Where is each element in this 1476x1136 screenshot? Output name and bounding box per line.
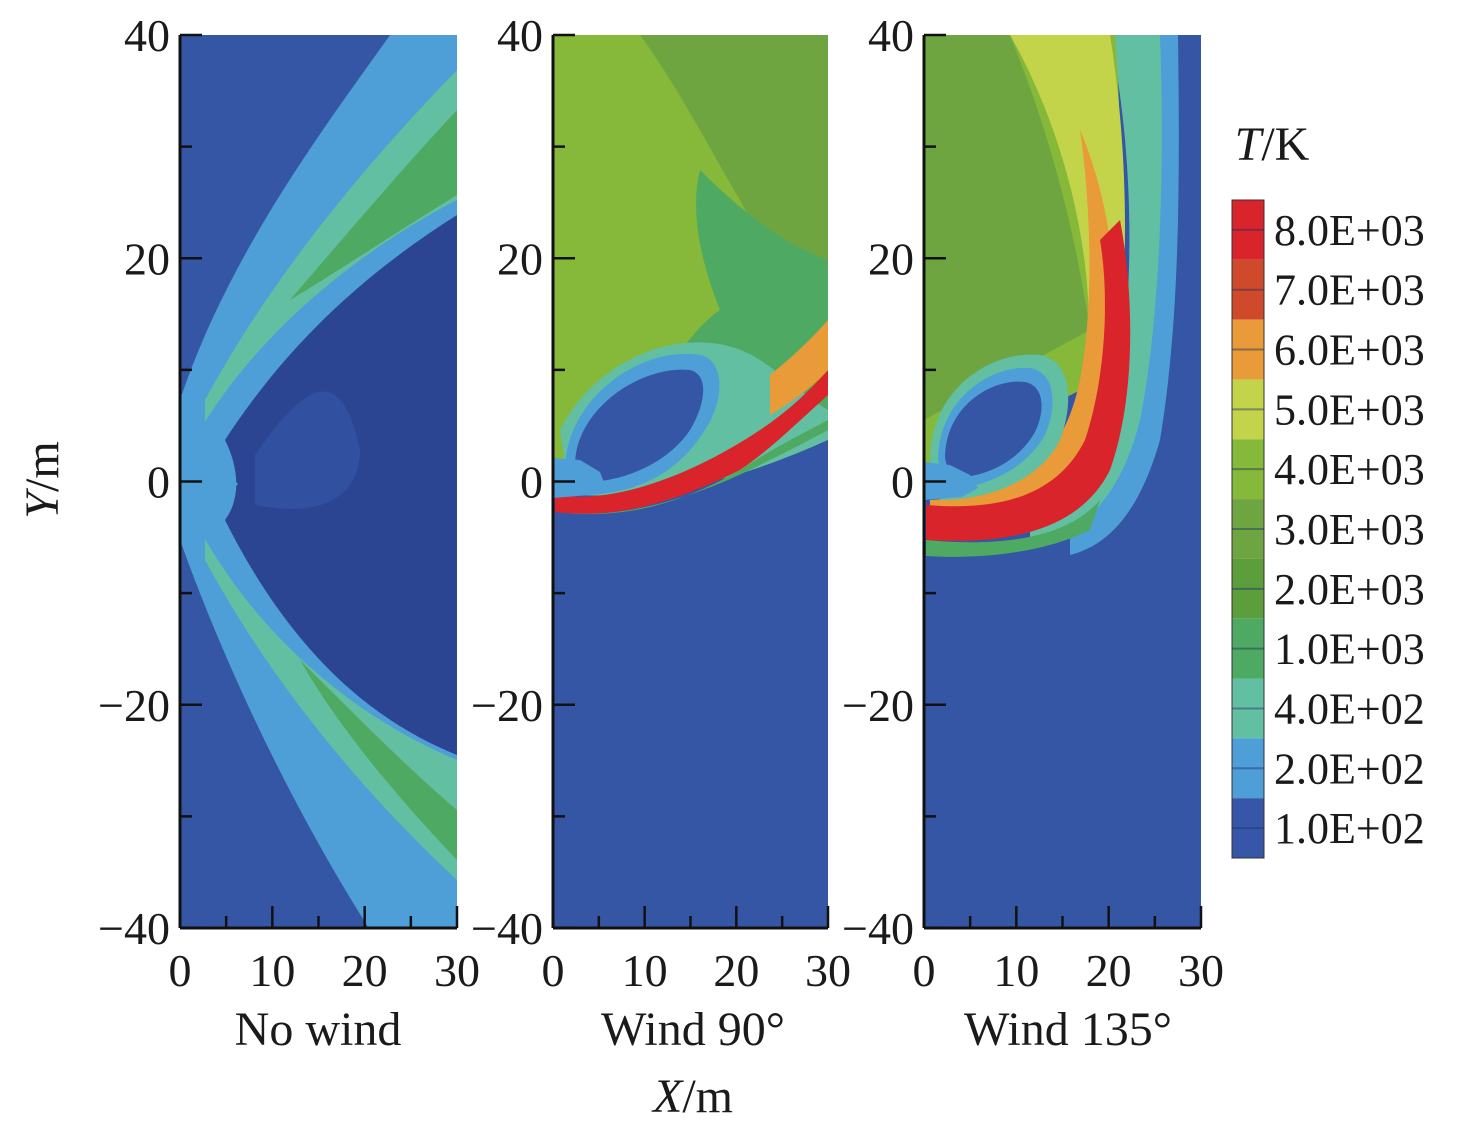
panel-no-wind: [180, 35, 457, 928]
colorbar-swatch: [1232, 499, 1264, 559]
panel3-red-plume: [926, 220, 1131, 541]
panel3-source-notch: [924, 462, 978, 500]
panel2-y-tick-label: 40: [497, 10, 543, 61]
panel3-x-tick-label: 20: [1086, 945, 1132, 996]
panel1-green-band-lower: [300, 660, 457, 860]
panel2-y-tick-label: 20: [497, 233, 543, 284]
panel1-x-tick-label: 0: [169, 945, 192, 996]
panel-label-no-wind: No wind: [235, 1003, 402, 1056]
panel3-y-tick-label: 0: [891, 457, 914, 508]
colorbar-label: 1.0E+03: [1274, 625, 1425, 674]
colorbar-swatch: [1232, 439, 1264, 500]
colorbar-swatch: [1232, 259, 1264, 320]
panel2-source-notch: [553, 458, 605, 498]
panel3-x-tick-label: 30: [1178, 945, 1224, 996]
panel1-source-notch: [180, 455, 238, 510]
panel-wind-135: [924, 35, 1201, 928]
panel2-x-tick-label: 0: [542, 945, 565, 996]
colorbar-title-var: T: [1235, 118, 1265, 171]
panel2-y-tick-label: −40: [471, 903, 543, 954]
panel2-x-tick-label: 20: [713, 945, 759, 996]
colorbar-title: T/K: [1235, 118, 1310, 171]
panel2-x-tick-label: 30: [805, 945, 851, 996]
x-axis-title-unit: /m: [682, 1070, 733, 1123]
colorbar-swatch: [1232, 738, 1264, 799]
panel2-red-plume: [555, 370, 828, 514]
panel-label-wind-135: Wind 135°: [964, 1003, 1172, 1056]
colorbar-label: 6.0E+03: [1274, 326, 1425, 375]
x-axis-title-var: X: [651, 1070, 684, 1123]
panel3-y-tick-label: −40: [842, 903, 914, 954]
panel1-y-tick-label: 0: [147, 457, 170, 508]
y-axis-title-unit: /m: [16, 441, 69, 492]
colorbar: 8.0E+03 7.0E+03 6.0E+03 5.0E+03 4.0E+03 3.0E+…: [1231, 199, 1425, 859]
panel1-y-tick-label: −40: [98, 903, 170, 954]
colorbar-label: 8.0E+03: [1274, 206, 1425, 255]
colorbar-label: 5.0E+03: [1274, 385, 1425, 434]
panel2-y-tick-label: 0: [520, 457, 543, 508]
colorbar-label: 4.0E+02: [1274, 684, 1425, 733]
panel3-x-tick-label: 10: [993, 945, 1039, 996]
panel-wind-90: [553, 35, 828, 928]
colorbar-label: 7.0E+03: [1274, 266, 1425, 315]
y-axis-title-var: Y: [16, 488, 69, 519]
colorbar-frame: [1231, 199, 1265, 859]
panel3-y-tick-label: −20: [842, 680, 914, 731]
colorbar-swatch: [1232, 798, 1264, 858]
y-axis-title: Y/m: [16, 441, 69, 518]
panel-label-wind-90: Wind 90°: [601, 1003, 785, 1056]
panel2-upper-olive: [640, 35, 828, 280]
colorbar-swatch: [1232, 558, 1264, 619]
panel2-orange-plume: [770, 320, 828, 415]
colorbar-swatch: [1232, 200, 1264, 260]
colorbar-title-unit: /K: [1261, 118, 1309, 171]
x-axis-title: X/m: [651, 1070, 733, 1123]
panel1-green-band-upper: [290, 110, 457, 300]
panel1-y-tick-label: 40: [124, 10, 170, 61]
panel3-y-tick-label: 40: [868, 10, 914, 61]
panel1-x-tick-label: 30: [434, 945, 480, 996]
panel2-y-tick-label: −20: [471, 680, 543, 731]
colorbar-label: 3.0E+03: [1274, 505, 1425, 554]
panel1-x-tick-label: 20: [342, 945, 388, 996]
panel3-x-tick-label: 0: [913, 945, 936, 996]
colorbar-label: 2.0E+02: [1274, 744, 1425, 793]
panel3-teal-band: [1030, 35, 1162, 548]
panel1-inner-mid: [255, 391, 360, 509]
panel3-green-edge-low: [926, 500, 1100, 557]
panel3-y-tick-label: 20: [868, 233, 914, 284]
panel3-upper-olive: [924, 35, 1090, 420]
panel3-orange-band: [930, 130, 1116, 518]
panel2-hole: [575, 369, 704, 482]
colorbar-swatch: [1232, 319, 1264, 380]
colorbar-swatch: [1232, 678, 1264, 739]
panel1-x-tick-label: 10: [249, 945, 295, 996]
panel1-y-tick-label: 20: [124, 233, 170, 284]
colorbar-swatch: [1232, 618, 1264, 679]
panel2-x-tick-label: 10: [622, 945, 668, 996]
panel3-hole: [945, 381, 1042, 478]
colorbar-swatch: [1232, 379, 1264, 440]
colorbar-label: 4.0E+03: [1274, 445, 1425, 494]
colorbar-label: 1.0E+02: [1274, 804, 1425, 853]
panel3-yellow-band: [930, 35, 1125, 525]
panel1-y-tick-label: −20: [98, 680, 170, 731]
colorbar-label: 2.0E+03: [1274, 565, 1425, 614]
